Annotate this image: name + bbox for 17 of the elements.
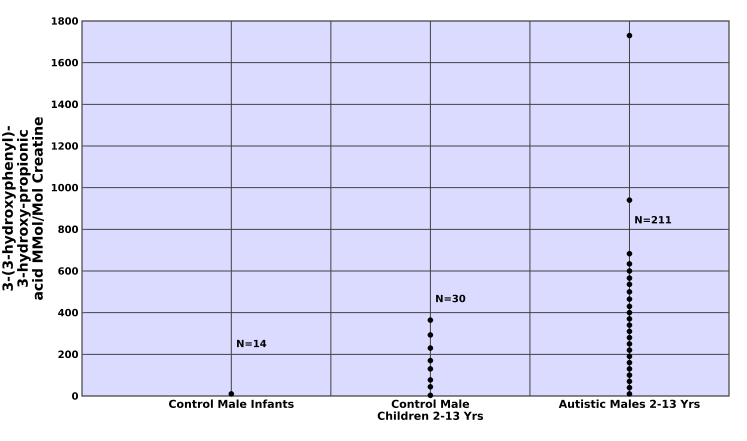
- y-tick-label: 1800: [52, 17, 78, 25]
- y-tick-label: 1000: [52, 184, 78, 192]
- y-tick-label: 200: [58, 350, 78, 358]
- annotation: N=30: [436, 294, 466, 302]
- annotation: N=14: [237, 340, 266, 348]
- y-tick-label: 1600: [52, 58, 78, 66]
- y-tick-label: 1400: [52, 100, 78, 108]
- y-axis-title: 3-(3-hydroxyphenyl)-3-hydroxy-propionic acid MMol/Mol Creatine: [2, 117, 44, 300]
- annotation: N=211: [635, 216, 672, 224]
- y-tick-label: 0: [72, 392, 78, 400]
- y-tick-label: 800: [58, 226, 78, 234]
- y-tick-label: 400: [58, 308, 78, 316]
- y-tick-label: 1200: [52, 142, 78, 150]
- x-tick-label: Control Male Children 2-13 Yrs: [378, 400, 484, 420]
- x-tick-label: Control Male Infants: [169, 400, 294, 408]
- x-tick-label: Autistic Males 2-13 Yrs: [558, 400, 700, 408]
- y-tick-label: 600: [58, 267, 78, 275]
